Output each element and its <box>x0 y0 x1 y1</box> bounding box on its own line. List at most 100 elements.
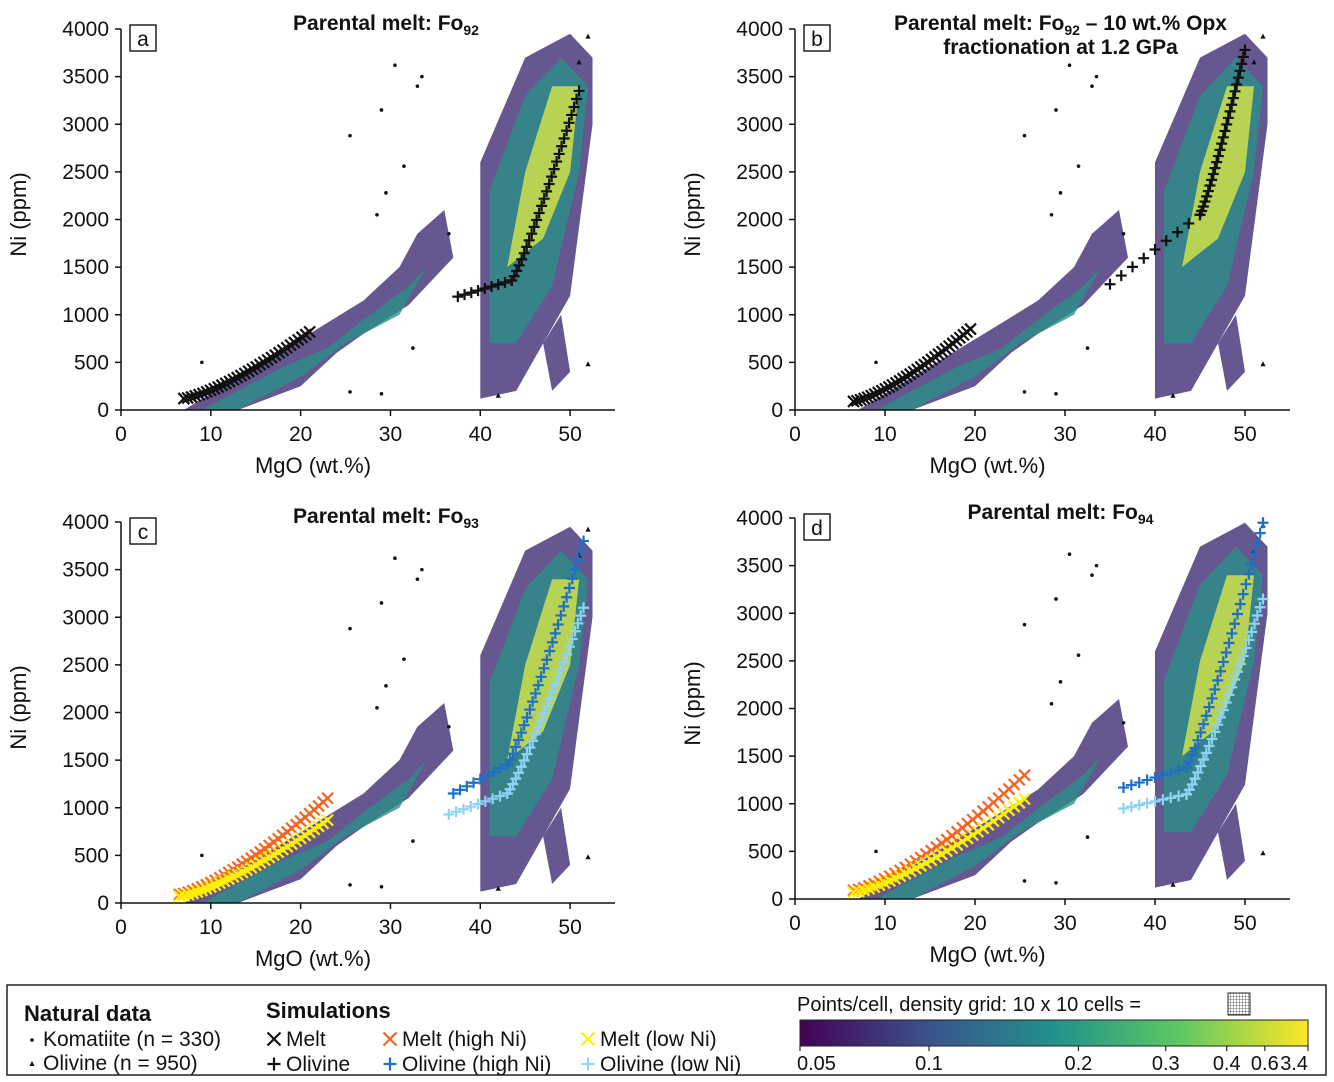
sim-point <box>857 392 871 405</box>
x-tick-label: 0 <box>789 423 801 446</box>
sim-point <box>1199 196 1211 208</box>
sim-point <box>1249 548 1260 560</box>
y-tick-label: 1000 <box>736 793 783 816</box>
sim-point <box>450 806 462 818</box>
sim-point <box>1200 747 1212 759</box>
natural-points <box>200 33 591 398</box>
y-tick-label: 1500 <box>736 745 783 768</box>
sim-point <box>1197 200 1209 212</box>
legend-sim-item: Olivine (low Ni) <box>600 1053 741 1076</box>
sim-point <box>532 721 544 733</box>
sim-point <box>578 602 590 614</box>
komatiite-point <box>379 601 384 605</box>
sim-point <box>1203 740 1215 752</box>
sim-point <box>1183 756 1195 768</box>
sim-point <box>558 600 570 612</box>
komatiite-point <box>348 390 352 394</box>
colorbar-tick-label: 0.1 <box>915 1053 943 1075</box>
panels: 0 10 20 30 40 5005001000150020002500300035004… <box>6 12 1290 971</box>
sim-point <box>546 636 558 648</box>
komatiite-point <box>1121 720 1126 725</box>
sim-point <box>964 322 977 336</box>
sim-point <box>548 163 560 175</box>
olivine-point <box>1170 392 1176 398</box>
natural-points <box>874 33 1266 398</box>
y-axis-label: Ni (ppm) <box>6 172 31 256</box>
legend-sim-item: Melt <box>286 1028 326 1051</box>
olivine-point <box>1170 881 1176 887</box>
sim-point <box>1222 112 1234 124</box>
sim-point <box>459 289 471 301</box>
y-tick-label: 0 <box>97 399 109 422</box>
sim-point <box>1173 764 1185 776</box>
sim-point <box>572 554 584 566</box>
sim-point <box>1232 666 1243 678</box>
sim-point <box>223 375 236 388</box>
sim-point <box>541 185 553 197</box>
komatiite-point <box>379 885 384 889</box>
sim-point <box>447 787 459 799</box>
komatiite-point <box>420 74 424 79</box>
sim-point <box>1133 777 1145 789</box>
sim-point <box>515 727 527 739</box>
sim-point <box>521 711 533 723</box>
sim-point <box>556 140 568 152</box>
komatiite-point <box>447 724 451 729</box>
sim-point <box>541 700 553 712</box>
sim-point <box>474 773 486 785</box>
colorbar <box>799 1019 1309 1047</box>
sim-point <box>1195 726 1207 738</box>
series-melt <box>177 325 316 405</box>
y-tick-label: 2500 <box>736 161 783 184</box>
komatiite-point <box>1058 680 1063 684</box>
sim-point <box>553 148 565 160</box>
x-axis-label: MgO (wt.%) <box>929 453 1045 478</box>
sim-point <box>472 798 484 810</box>
sim-point <box>538 707 550 719</box>
legend-sim-icon <box>266 1031 282 1047</box>
y-axis-label: Ni (ppm) <box>680 661 705 745</box>
olivine-point <box>585 526 591 532</box>
sim-point <box>185 390 198 404</box>
sim-point <box>1226 681 1238 693</box>
sim-point <box>875 384 889 398</box>
sim-point <box>1118 803 1129 815</box>
series-olivine <box>1104 44 1251 290</box>
sim-point <box>1018 768 1031 782</box>
sim-point <box>533 207 545 219</box>
sim-point <box>523 234 535 246</box>
natural-points <box>874 522 1266 887</box>
sim-point <box>1138 252 1150 264</box>
sim-point <box>1157 769 1169 781</box>
sim-point <box>1203 701 1215 713</box>
natural-points <box>200 526 591 891</box>
x-tick-label: 30 <box>1053 423 1076 446</box>
y-tick-label: 3000 <box>736 602 783 625</box>
sim-point <box>861 390 874 404</box>
sim-point <box>1231 79 1243 91</box>
komatiite-point <box>379 108 384 112</box>
sim-point <box>1186 749 1198 761</box>
density-region <box>1182 86 1254 268</box>
sim-point <box>1212 719 1224 731</box>
legend-natural-item: Olivine (n = 950) <box>43 1052 198 1075</box>
x-tick-label: 20 <box>289 916 312 939</box>
series-olivine-high-ni <box>1118 517 1269 794</box>
sim-point <box>472 285 484 297</box>
sim-point <box>563 641 575 653</box>
sim-point <box>566 109 578 121</box>
y-tick-label: 3000 <box>62 113 109 136</box>
sim-point <box>546 171 558 183</box>
sim-point <box>1127 261 1138 273</box>
sim-point <box>1165 767 1177 779</box>
komatiite-point <box>1054 881 1058 885</box>
sim-point <box>515 761 527 773</box>
olivine-point <box>1260 361 1266 367</box>
olivine-point <box>585 854 591 860</box>
sim-point <box>1254 527 1266 539</box>
sim-point <box>1232 72 1244 84</box>
y-tick-label: 3500 <box>736 555 783 578</box>
sim-point <box>561 648 573 660</box>
olivine-point <box>585 361 591 367</box>
sim-point <box>321 791 334 805</box>
